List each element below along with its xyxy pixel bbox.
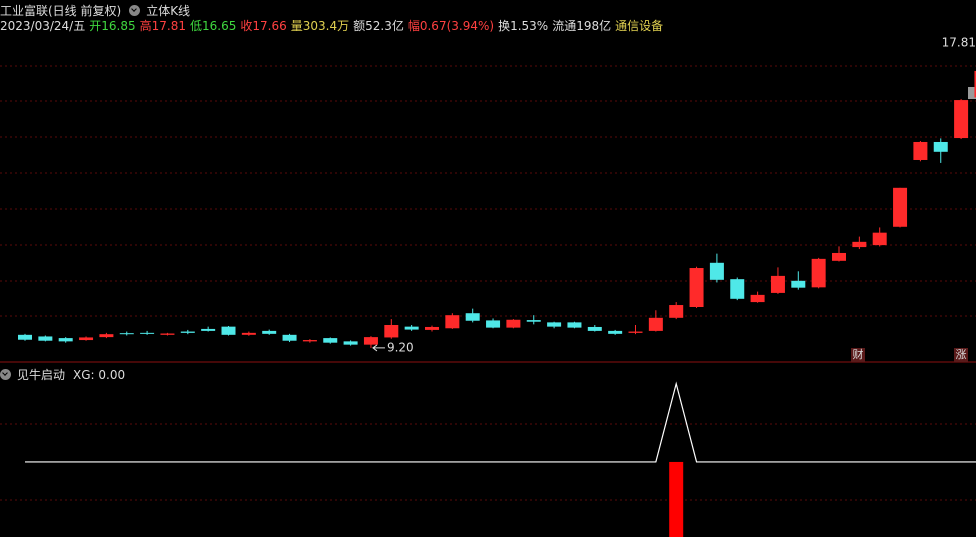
- candle-body: [384, 325, 399, 338]
- quote-label: 流通: [552, 19, 577, 33]
- quote-item: 换1.53%: [498, 17, 548, 34]
- quote-row: 2023/03/24/五 开16.85 高17.81 低16.65 收17.66 量30…: [0, 17, 663, 34]
- quote-label: 量: [290, 19, 303, 33]
- indicator-line: [25, 381, 976, 463]
- candle-body: [587, 326, 602, 331]
- candle-body: [343, 341, 358, 345]
- quote-label: 收: [240, 19, 253, 33]
- candle-body: [506, 319, 521, 328]
- badge-text: 涨: [956, 348, 967, 361]
- candle-body: [323, 338, 338, 343]
- quote-value: 16.85: [101, 19, 136, 33]
- quote-value: 198亿: [576, 19, 612, 33]
- quote-value: 1.53%: [510, 19, 549, 33]
- candle-body: [180, 331, 195, 333]
- candle-body: [547, 322, 562, 327]
- candle-body: [465, 313, 480, 321]
- candle-body: [38, 336, 53, 341]
- indicator-title[interactable]: 见牛启动: [17, 368, 66, 382]
- candle-body: [669, 305, 684, 318]
- badge: [954, 348, 968, 362]
- date: 2023/03/24/五: [0, 19, 86, 33]
- low-arrow: [372, 344, 385, 352]
- quote-value: 17.66: [252, 19, 287, 33]
- dropdown-icon[interactable]: [129, 5, 141, 16]
- quote-item: 量303.4万: [291, 17, 349, 34]
- candle-body: [709, 262, 724, 280]
- candle-body: [791, 280, 806, 288]
- candle-body: [201, 328, 216, 331]
- candle-body: [160, 333, 175, 335]
- title-row: 工业富联(日线 前复权) 立体K线: [0, 2, 190, 19]
- chart-mode[interactable]: 立体K线: [146, 4, 191, 18]
- quote-value: 303.4万: [302, 19, 350, 33]
- badge: [851, 348, 865, 362]
- quote-label: 开: [89, 19, 102, 33]
- candle-body: [872, 232, 887, 246]
- candle-body: [221, 326, 236, 335]
- quote-label: 额: [353, 19, 366, 33]
- quote-item: 流通198亿: [552, 17, 611, 34]
- quote-value: 16.65: [201, 19, 237, 33]
- candle-body: [486, 320, 501, 328]
- quote-value: 0.67(3.94%): [419, 19, 495, 33]
- candle-body: [282, 334, 297, 341]
- candle-body: [648, 317, 663, 331]
- candle-body: [404, 326, 419, 330]
- candle-body: [832, 252, 846, 261]
- candle-body: [241, 332, 256, 335]
- candle-body: [58, 338, 73, 342]
- high-label: 17.81: [942, 36, 976, 50]
- candle-body: [750, 294, 765, 303]
- dropdown-icon[interactable]: [0, 369, 11, 380]
- candle-body: [852, 241, 867, 248]
- candle-body: [933, 141, 948, 152]
- candle-body: [811, 258, 826, 288]
- price-tag: [968, 87, 976, 99]
- candle-body: [954, 100, 969, 139]
- quote-item: 额52.3亿: [353, 17, 404, 34]
- quote-item: 低16.65: [190, 17, 236, 34]
- quote-item: 开16.85: [89, 17, 135, 34]
- quote-value: 52.3亿: [365, 19, 404, 33]
- grid: [0, 65, 976, 501]
- quote-label: 换: [498, 19, 511, 33]
- candle-body: [18, 334, 32, 340]
- candle-body: [608, 330, 623, 334]
- quote-label: 低: [189, 19, 202, 33]
- candle-body: [302, 340, 317, 342]
- candle-body: [119, 333, 134, 335]
- quote-item: 收17.66: [240, 17, 286, 34]
- candle-body: [770, 275, 785, 293]
- candle-body: [628, 331, 643, 333]
- candle-body: [526, 320, 541, 322]
- candle-body: [79, 337, 94, 341]
- candle-body: [262, 330, 277, 334]
- quote-item: 高17.81: [140, 17, 186, 34]
- candle-body: [140, 332, 155, 334]
- candle-body: [730, 279, 745, 299]
- candle-body: [99, 334, 114, 338]
- candle-body: [445, 315, 460, 329]
- quote-value: 17.81: [151, 19, 186, 33]
- stock-title: 工业富联(日线 前复权): [0, 4, 122, 18]
- industry: 通信设备: [615, 19, 664, 33]
- candle-body: [974, 70, 976, 98]
- badge-text: 财: [853, 347, 864, 361]
- signal-bar: [669, 461, 684, 537]
- candle-body: [425, 326, 439, 330]
- candle-body: [567, 322, 582, 328]
- quote-label: 幅: [407, 19, 420, 33]
- low-label: 9.20: [387, 340, 414, 354]
- quote-label: 高: [139, 19, 152, 33]
- candle-body: [893, 187, 908, 227]
- indicator-row: 见牛启动 XG: 0.00: [0, 366, 125, 383]
- candle-body: [913, 141, 928, 160]
- indicator-legend: XG: 0.00: [73, 367, 126, 382]
- candle-body: [689, 268, 704, 307]
- quote-item: 幅0.67(3.94%): [408, 17, 494, 34]
- candle-body: [363, 337, 378, 345]
